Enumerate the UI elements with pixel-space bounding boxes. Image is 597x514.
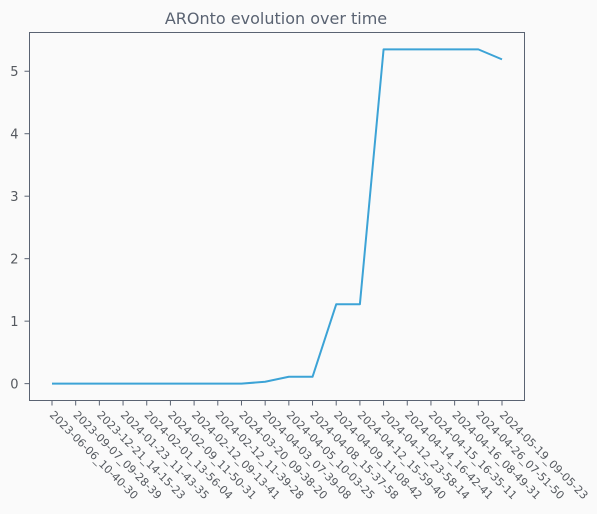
data-point bbox=[169, 383, 171, 385]
chart-title: AROnto evolution over time bbox=[165, 9, 387, 28]
data-point bbox=[406, 48, 408, 50]
data-point bbox=[98, 383, 100, 385]
y-axis: 0 1 2 3 4 5 bbox=[10, 65, 30, 393]
data-point bbox=[75, 383, 77, 385]
y-tick-label: 3 bbox=[10, 190, 18, 205]
data-point bbox=[430, 48, 432, 50]
data-point bbox=[217, 383, 219, 385]
y-tick-label: 1 bbox=[10, 315, 18, 330]
data-point bbox=[193, 383, 195, 385]
plot-frame bbox=[29, 32, 525, 401]
data-point bbox=[383, 48, 385, 50]
data-point bbox=[454, 48, 456, 50]
data-point bbox=[359, 303, 361, 305]
series-group bbox=[51, 48, 503, 385]
y-tick-label: 5 bbox=[10, 65, 18, 80]
data-point bbox=[146, 383, 148, 385]
data-point bbox=[501, 58, 503, 60]
data-point bbox=[477, 48, 479, 50]
y-tick-label: 2 bbox=[10, 253, 18, 268]
data-point bbox=[264, 381, 266, 383]
y-tick-label: 4 bbox=[10, 128, 18, 143]
data-point bbox=[335, 303, 337, 305]
data-point bbox=[240, 383, 242, 385]
data-point bbox=[312, 376, 314, 378]
data-point bbox=[51, 383, 53, 385]
data-point bbox=[122, 383, 124, 385]
x-axis: 2023-06-06_10-40-302023-09-07_09-28-3920… bbox=[47, 400, 590, 502]
series-line bbox=[52, 48, 503, 385]
data-point bbox=[288, 376, 290, 378]
y-tick-label: 0 bbox=[10, 378, 18, 393]
